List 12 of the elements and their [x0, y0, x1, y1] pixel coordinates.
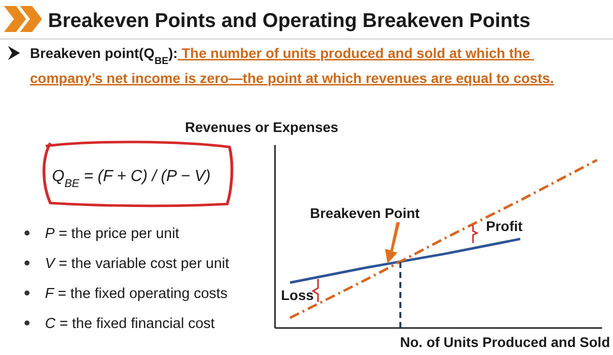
annotation: Profit [486, 218, 523, 234]
y-axis-title: Revenues or Expenses [185, 119, 339, 135]
text: Breakeven point(Q$_{BE}$): The number of units produced and sold at which the company’s net income is zero—the point at which revenues are equal to costs. [30, 45, 554, 86]
chart-title: Breakeven Points and Operating Breakeven Points [48, 10, 530, 32]
text: F = the fixed operating costs [45, 286, 228, 302]
annotation: Loss [281, 287, 314, 303]
text: Q$_{BE}$ = (F + C) / (P − V) [52, 168, 211, 190]
annotation: Breakeven Point [310, 205, 420, 221]
x-axis-title: No. of Units Produced and Sold [400, 334, 610, 350]
text: V = the variable cost per unit [45, 256, 230, 272]
text: P = the price per unit [45, 226, 180, 242]
text: C = the fixed financial cost [45, 316, 215, 332]
